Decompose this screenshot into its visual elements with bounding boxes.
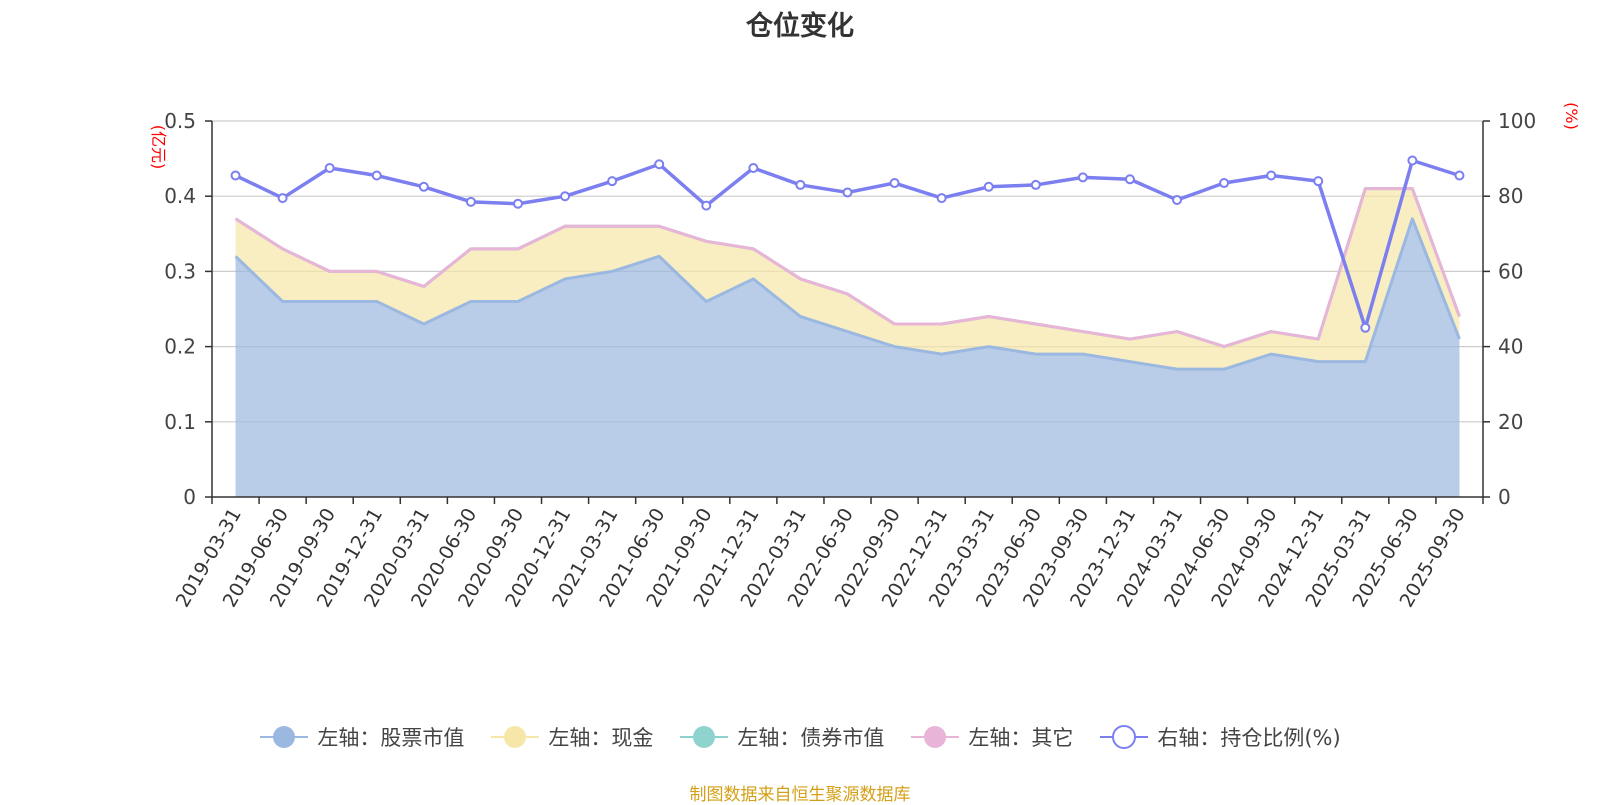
- right-tick-label: 80: [1498, 184, 1523, 208]
- ratio-point: [1077, 172, 1088, 183]
- ratio-point: [842, 187, 853, 198]
- line-series: [230, 155, 1465, 333]
- legend-item[interactable]: 左轴：现金: [490, 722, 653, 752]
- ratio-point: [983, 181, 994, 192]
- chart-title: 仓位变化: [746, 11, 854, 42]
- area-series: [234, 187, 1461, 497]
- left-tick-label: 0.1: [164, 410, 196, 434]
- ratio-point: [512, 198, 523, 209]
- area-edge-4: [234, 187, 1461, 349]
- ratio-point: [748, 163, 759, 173]
- ratio-point: [1407, 155, 1418, 166]
- left-tick-label: 0.5: [164, 109, 196, 133]
- source-note: 制图数据来自恒生聚源数据库: [689, 785, 911, 805]
- ratio-point: [1266, 170, 1277, 181]
- ratio-point: [324, 163, 335, 173]
- ratio-point: [1172, 194, 1183, 205]
- legend-filled-circle-icon: [680, 726, 729, 748]
- legend-label: 左轴：现金: [548, 726, 654, 750]
- right-tick-label: 0: [1498, 485, 1511, 509]
- legend-item[interactable]: 右轴：持仓比例(%): [1099, 722, 1341, 752]
- ratio-point: [607, 176, 618, 187]
- right-tick-label: 60: [1498, 259, 1523, 283]
- ratio-point: [1360, 322, 1371, 333]
- left-tick-label: 0: [183, 485, 196, 509]
- ratio-point: [936, 193, 947, 204]
- legend: 左轴：股票市值 左轴：现金 左轴：债券市值 左轴：其它 右轴：持仓比例(%): [0, 722, 1600, 752]
- left-tick-label: 0.2: [164, 335, 196, 359]
- legend-label: 右轴：持仓比例(%): [1157, 726, 1341, 750]
- right-tick-label: 100: [1498, 109, 1536, 133]
- left-tick-label: 0.3: [164, 259, 196, 283]
- ratio-point: [654, 159, 665, 170]
- ratio-point: [1313, 176, 1324, 187]
- legend-hollow-circle-icon: [1100, 725, 1149, 749]
- right-tick-label: 40: [1498, 335, 1523, 359]
- ratio-point: [465, 196, 476, 207]
- ratio-point: [371, 170, 382, 181]
- legend-label: 左轴：股票市值: [317, 726, 465, 750]
- ratio-point: [889, 178, 900, 189]
- ratio-point: [418, 181, 429, 192]
- legend-item[interactable]: 左轴：股票市值: [259, 722, 464, 752]
- area-2: [235, 188, 1460, 370]
- legend-label: 左轴：其它: [968, 726, 1074, 750]
- right-tick-label: 20: [1498, 410, 1523, 434]
- legend-item[interactable]: 左轴：债券市值: [679, 722, 884, 752]
- legend-item[interactable]: 左轴：其它: [910, 722, 1073, 752]
- legend-filled-circle-icon: [911, 726, 960, 748]
- ratio-point: [277, 193, 288, 204]
- left-axis-unit: (亿元): [149, 125, 168, 170]
- ratio-point: [795, 179, 806, 190]
- right-axis-unit: (%): [1562, 102, 1581, 130]
- area-1: [235, 218, 1460, 497]
- ratio-point: [230, 170, 241, 181]
- area-edge-1: [234, 217, 1461, 371]
- ratio-point: [1030, 179, 1041, 190]
- left-tick-label: 0.4: [164, 184, 196, 208]
- legend-filled-circle-icon: [260, 726, 309, 748]
- ratio-point: [1219, 178, 1230, 189]
- legend-filled-circle-icon: [491, 726, 540, 748]
- ratio-point: [1124, 174, 1135, 185]
- ratio-point: [560, 191, 571, 202]
- legend-label: 左轴：债券市值: [737, 726, 885, 750]
- ratio-point: [701, 200, 712, 211]
- ratio-point: [1454, 170, 1465, 181]
